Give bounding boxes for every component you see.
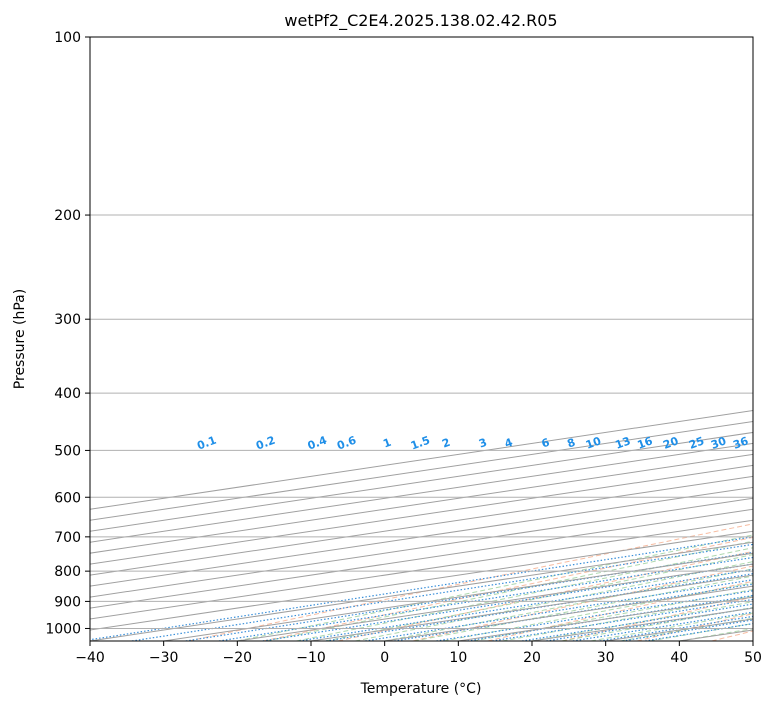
y-tick-label: 600	[54, 490, 81, 506]
mixing-ratio-labels: 0.1 0.2 0.4 0.6 1 1.5 2 3 4 6 8 10 13 16 20 25 30 36	[195, 434, 750, 453]
y-tick-label: 100	[54, 30, 81, 46]
x-tick-label: 20	[523, 650, 541, 666]
mixing-ratio-label: 0.1	[195, 434, 218, 453]
isotherm-line	[90, 530, 753, 631]
y-tick-label: 700	[54, 530, 81, 546]
moist-adiabat	[502, 595, 753, 641]
mixing-ratio-line	[262, 563, 753, 641]
mixing-ratio-label: 8	[565, 436, 577, 451]
x-tick-label: 50	[744, 650, 762, 666]
isotherm-line	[90, 486, 753, 587]
background-lines	[90, 37, 753, 641]
moist-adiabat	[355, 561, 753, 641]
mixing-ratio-label: 16	[636, 434, 655, 452]
mixing-ratio-label: 10	[584, 434, 603, 452]
dry-adiabat	[562, 596, 753, 641]
x-tick-label: −30	[149, 650, 179, 666]
isotherm-line	[90, 453, 753, 554]
y-axis-label: Pressure (hPa)	[12, 289, 28, 389]
mixing-ratio-label: 25	[687, 434, 706, 451]
mixing-ratio-label: 30	[709, 434, 728, 452]
mixing-ratio-label: 1	[381, 436, 393, 451]
y-tick-label: 800	[54, 564, 81, 580]
moist-adiabat	[414, 575, 753, 641]
mixing-ratio-line	[299, 568, 753, 641]
x-tick-label: 40	[670, 650, 688, 666]
mixing-ratio-label: 36	[731, 434, 750, 452]
mixing-ratio-label: 1.5	[409, 434, 432, 453]
x-tick-label: 30	[597, 650, 615, 666]
mixing-ratio-line	[326, 573, 753, 641]
y-tick-label: 900	[54, 594, 81, 610]
y-tick-label: 200	[54, 208, 81, 224]
isotherm-line	[752, 640, 753, 641]
y-tick-label: 400	[54, 386, 81, 402]
dry-adiabat	[188, 523, 753, 641]
mixing-ratio-line	[599, 615, 753, 641]
mixing-ratio-label: 0.6	[335, 434, 358, 453]
mixing-ratio-line	[572, 611, 753, 641]
mixing-ratio-line	[90, 536, 753, 641]
isotherm-line	[90, 497, 753, 598]
y-axis: 100 200 300 400 500 600 700 800 900 1000	[45, 30, 90, 637]
dry-adiabat	[263, 536, 753, 641]
plot-frame	[89, 36, 754, 642]
mixing-ratio-label: 4	[503, 436, 515, 451]
mixing-ratio-label: 3	[477, 436, 489, 451]
mixing-ratio-line	[546, 607, 753, 641]
mixing-ratio-line	[218, 556, 753, 641]
isotherm-line	[90, 442, 753, 543]
mixing-ratio-label: 2	[440, 436, 452, 451]
isotherm-line	[90, 475, 753, 576]
y-tick-label: 500	[54, 443, 81, 459]
mixing-ratio-label: 0.2	[254, 434, 277, 453]
mixing-ratio-label: 0.4	[306, 434, 329, 453]
mixing-ratio-label: 20	[661, 434, 680, 452]
x-tick-label: 0	[380, 650, 389, 666]
chart-title: wetPf2_C2E4.2025.138.02.42.R05	[284, 11, 557, 31]
x-tick-label: 10	[449, 650, 467, 666]
mixing-ratio-line	[185, 551, 753, 641]
x-tick-label: −10	[296, 650, 326, 666]
x-tick-label: −20	[223, 650, 253, 666]
x-axis-label: Temperature (°C)	[360, 681, 482, 697]
isotherm-line	[90, 508, 753, 609]
moist-adiabat	[473, 588, 753, 641]
x-tick-label: −40	[75, 650, 105, 666]
mixing-ratio-label: 6	[540, 436, 552, 451]
moist-adiabat	[266, 540, 753, 641]
x-axis: −40 −30 −20 −10 0 10 20 30 40 50	[75, 641, 762, 666]
plot-background	[90, 37, 753, 641]
isotherm-line	[90, 464, 753, 565]
isotherm-line	[90, 519, 753, 620]
mixing-ratio-label: 13	[613, 434, 632, 451]
y-tick-label: 300	[54, 312, 81, 328]
y-tick-label: 1000	[45, 621, 81, 637]
